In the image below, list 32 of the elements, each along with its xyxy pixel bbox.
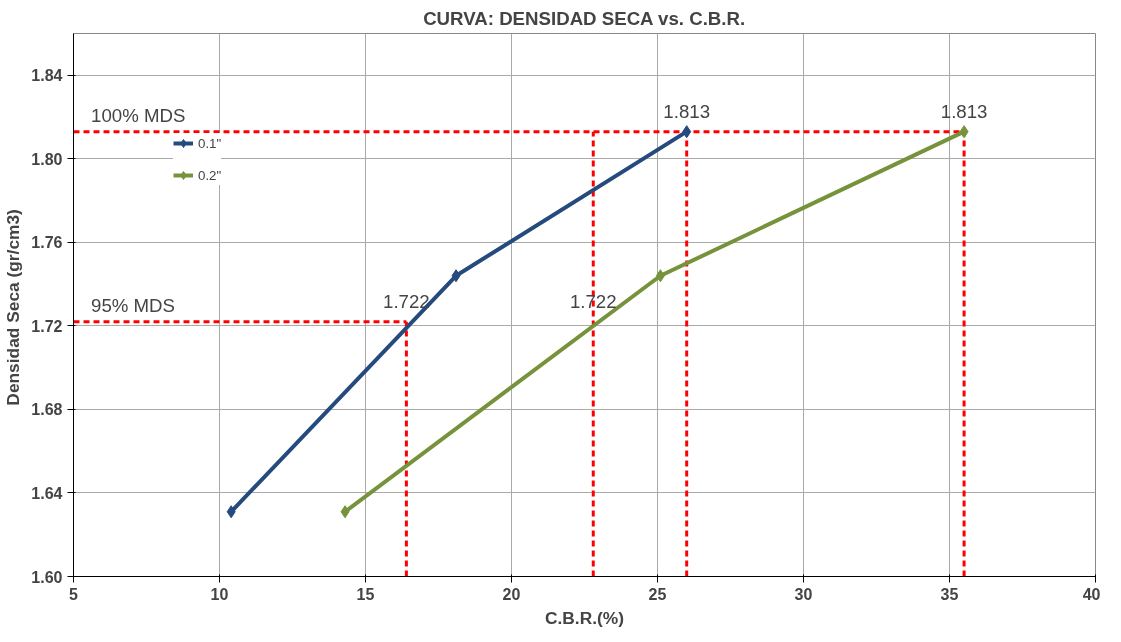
x-tick-label: 30 — [794, 585, 813, 603]
x-tick-label: 25 — [648, 585, 667, 603]
ref-line-label: 100% MDS — [91, 104, 186, 126]
point — [451, 269, 461, 283]
annotation: 1.813 — [940, 100, 988, 122]
point — [682, 125, 692, 139]
y-tick-label: 1.84 — [31, 67, 63, 85]
x-tick-label: 15 — [356, 585, 375, 603]
x-tick-label: 10 — [210, 585, 229, 603]
y-tick-label: 1.76 — [31, 234, 63, 252]
point — [226, 505, 236, 519]
ref-line-label: 95% MDS — [91, 294, 175, 316]
point — [959, 125, 969, 139]
x-tick-label: 40 — [1082, 585, 1101, 603]
y-tick-label: 1.68 — [31, 401, 63, 419]
y-tick-label: 1.64 — [31, 484, 63, 502]
annotation: 1.813 — [663, 100, 711, 122]
legend-label: 0.1" — [198, 135, 222, 151]
chart-title: CURVA: DENSIDAD SECA vs. C.B.R. — [423, 7, 746, 29]
y-tick-label: 1.60 — [31, 568, 63, 586]
y-tick-label: 1.80 — [31, 150, 63, 168]
x-axis-title: C.B.R.(%) — [545, 607, 624, 628]
annotation: 1.722 — [569, 290, 617, 312]
annotation: 1.722 — [383, 290, 430, 312]
x-tick-label: 20 — [502, 585, 521, 603]
point — [655, 269, 665, 283]
legend-label: 0.2" — [198, 167, 222, 183]
y-tick-label: 1.72 — [31, 317, 63, 335]
y-axis-title: Densidad Seca (gr/cm3) — [3, 209, 24, 406]
point — [340, 505, 350, 519]
x-tick-label: 35 — [940, 585, 959, 603]
x-tick-label: 5 — [69, 585, 79, 603]
